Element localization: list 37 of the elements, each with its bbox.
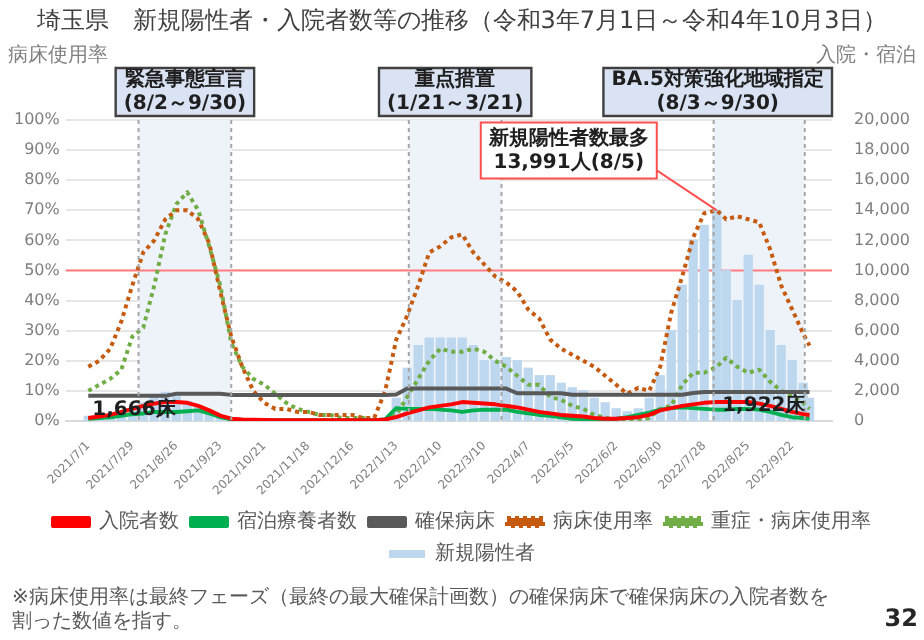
y2-tick-label: 0 [854,411,865,430]
y-tick-label: 60% [24,230,61,249]
legend-label: 確保病床 [413,509,495,534]
y-tick-label: 10% [24,380,61,399]
y2-tick-label: 16,000 [854,170,911,189]
y-axis-title: 病床使用率 [8,43,108,68]
y-tick-label: 50% [24,260,61,279]
legend-label: 病床使用率 [553,509,653,534]
data-label: 新規陽性者数最多 13,991人(8/5) [486,125,649,174]
text: 32 [884,604,918,633]
y2-tick-label: 8,000 [854,290,900,309]
y2-tick-label: 6,000 [854,320,900,339]
y2-axis-title: 入院・宿泊 [816,43,916,68]
y-tick-label: 90% [24,140,61,159]
y2-tick-label: 20,000 [854,110,911,129]
y2-tick-label: 12,000 [854,230,911,249]
y-tick-label: 40% [24,290,61,309]
band-label: 重点措置 (1/21～3/21) [386,67,524,116]
legend-label: 重症・病床使用率 [711,509,871,534]
y2-tick-label: 10,000 [854,260,911,279]
y-tick-label: 30% [24,320,61,339]
band-label: 緊急事態宣言 (8/2～9/30) [123,67,247,116]
y-tick-label: 0% [34,411,61,430]
legend-label: 宿泊療養者数 [237,509,357,534]
y2-tick-label: 18,000 [854,140,911,159]
legend-label: 入院者数 [99,509,179,534]
y2-tick-label: 14,000 [854,200,911,219]
y-tick-label: 70% [24,200,61,219]
band-label: BA.5対策強化地域指定 (8/3～9/30) [611,67,825,116]
y-tick-label: 100% [13,110,61,129]
text: ※病床使用率は最終フェーズ（最終の最大確保計画数）の確保病床で確保病床の入院者数を割った数値を指す。 [12,585,829,634]
chart-title: 埼玉県 新規陽性者・入院者数等の推移（令和3年7月1日～令和4年10月3日） [34,6,888,35]
legend-label: 新規陽性者 [435,541,535,566]
y-tick-label: 20% [24,350,61,369]
y2-tick-label: 4,000 [854,350,900,369]
y2-tick-label: 2,000 [854,380,900,399]
y-tick-label: 80% [24,170,61,189]
